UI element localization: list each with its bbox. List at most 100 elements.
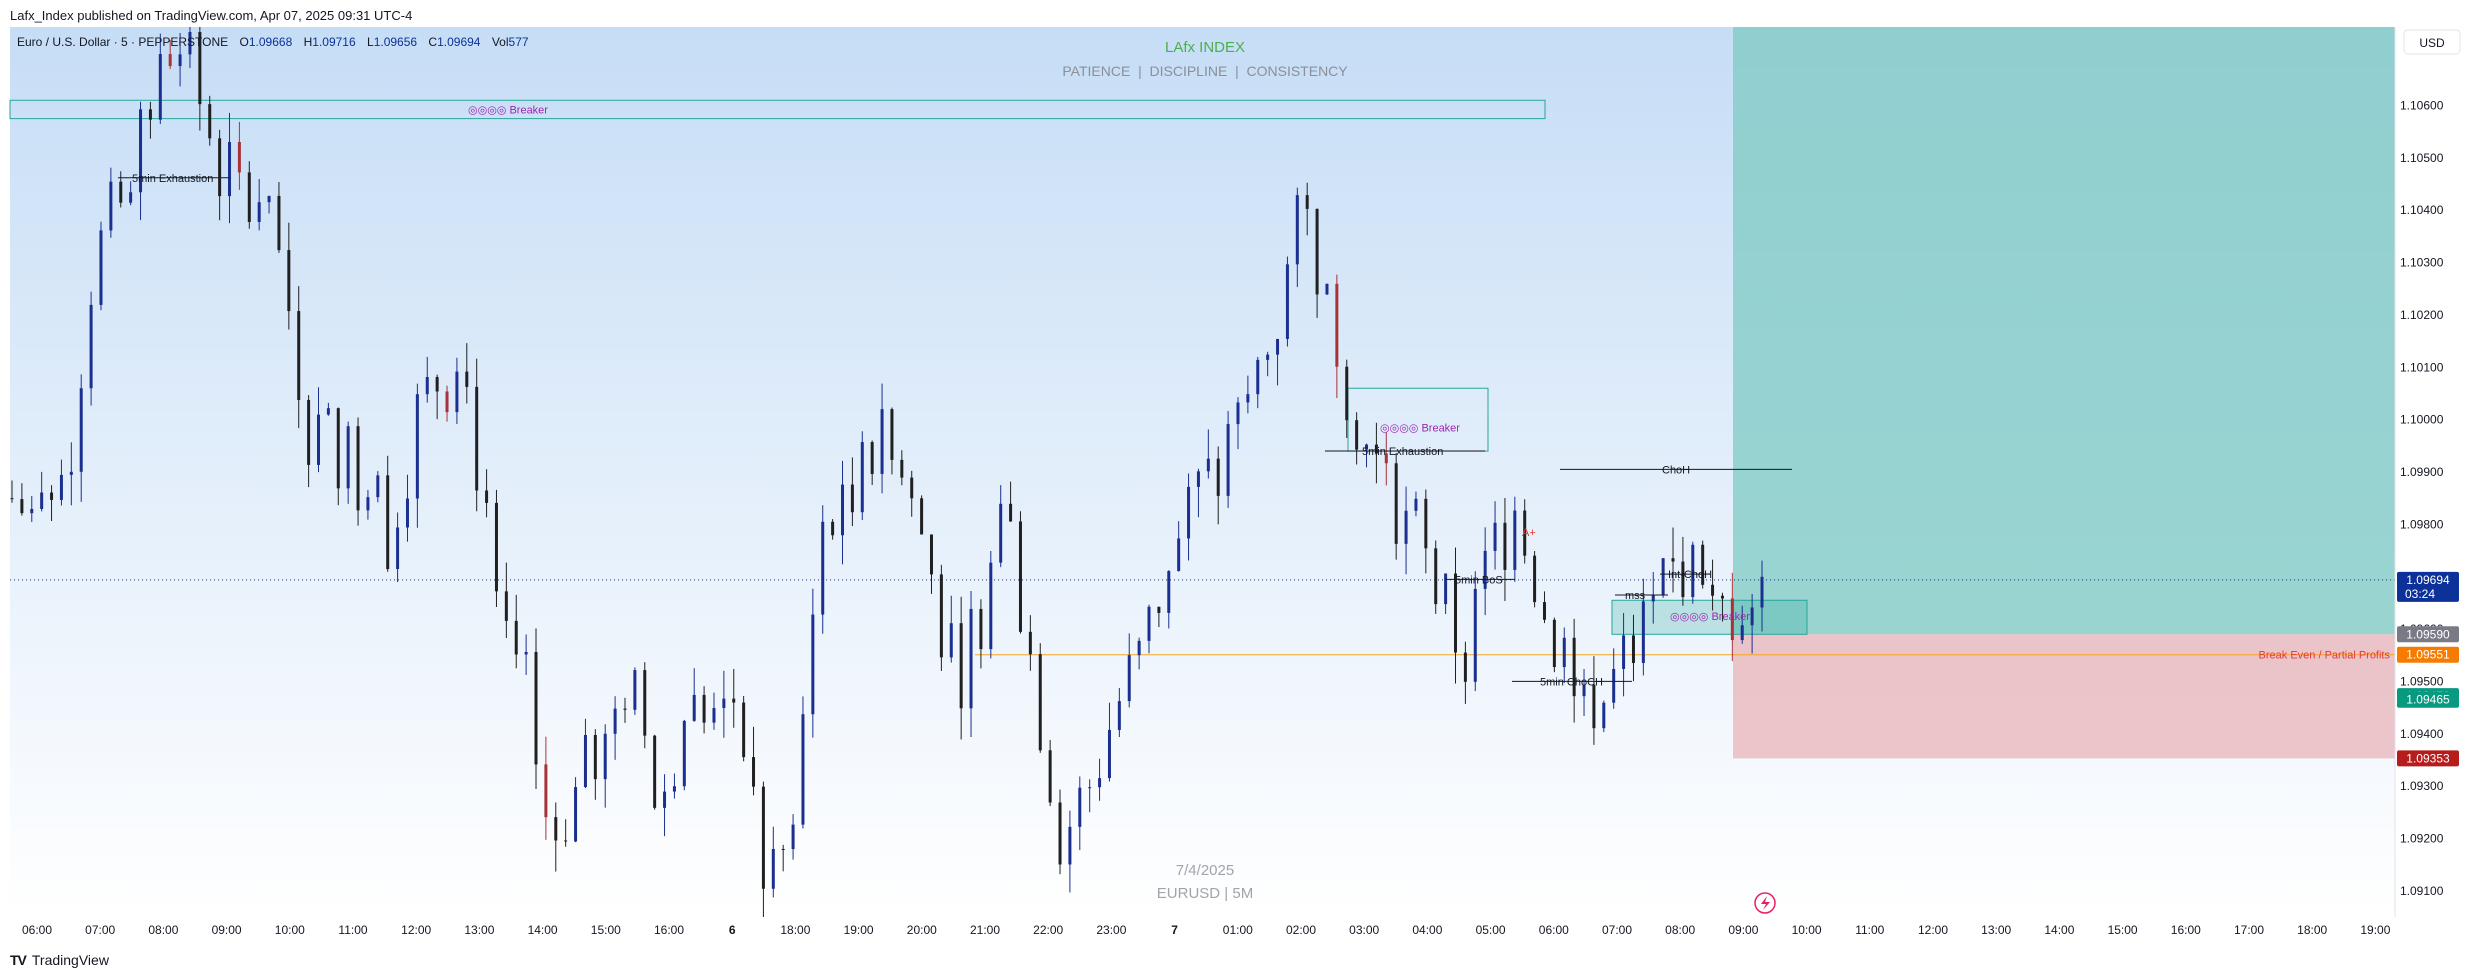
candle-body (1216, 458, 1220, 496)
currency-label: USD (2419, 36, 2445, 50)
time-tick: 11:00 (1855, 923, 1884, 937)
candle-body (732, 698, 736, 703)
candle-body (168, 54, 172, 67)
price-chart[interactable]: ◎◎◎◎ Breaker ◎◎◎◎ Breaker ◎◎◎◎ Breaker 5min… (0, 27, 2475, 946)
time-tick: 18:00 (780, 923, 810, 937)
candle-body (445, 391, 449, 413)
time-tick: 03:00 (1349, 923, 1379, 937)
candle-body (1226, 424, 1230, 496)
price-tick: 1.10200 (2400, 308, 2444, 322)
candle-body (811, 614, 815, 715)
candle-body (534, 651, 538, 765)
candle-body (366, 497, 370, 511)
candle-body (761, 786, 765, 889)
ohlc-volume: 577 (509, 35, 529, 49)
candle-body (1335, 283, 1339, 367)
publisher-line: Lafx_Index published on TradingView.com,… (10, 8, 413, 23)
time-tick: 14:00 (528, 923, 558, 937)
candle-body (336, 408, 340, 489)
candle-body (1276, 338, 1280, 355)
ohlc-open: 1.09668 (249, 35, 293, 49)
candle-body (247, 172, 251, 222)
candle-body (1552, 619, 1556, 668)
candle-body (623, 708, 627, 710)
price-tick: 1.10500 (2400, 151, 2444, 165)
price-tick: 1.10400 (2400, 203, 2444, 217)
candle-body (949, 623, 953, 658)
time-tick: 17:00 (2234, 923, 2264, 937)
candle-body (89, 304, 93, 389)
candle-body (99, 230, 103, 305)
candle-body (455, 371, 459, 413)
candle-body (1206, 458, 1210, 472)
time-tick: 06:00 (1539, 923, 1569, 937)
candle-body (1582, 684, 1586, 697)
time-tick: 15:00 (591, 923, 621, 937)
candle-body (1345, 366, 1349, 421)
candle-body (405, 498, 409, 528)
candle-body (1681, 561, 1685, 598)
time-tick: 12:00 (401, 923, 431, 937)
watermark-date: 7/4/2025 (1176, 862, 1234, 879)
price-tick: 1.09800 (2400, 517, 2444, 531)
candle-body (1730, 598, 1734, 641)
candle-body (1592, 684, 1596, 729)
candle-body (593, 734, 597, 780)
time-axis-background (0, 917, 2475, 946)
candle-body (663, 791, 667, 808)
candle-body (1404, 510, 1408, 544)
candle-body (50, 492, 54, 500)
breaker-label-right: ◎◎◎◎ Breaker (1670, 611, 1750, 623)
candle-body (1444, 573, 1448, 605)
time-tick: 08:00 (148, 923, 178, 937)
ohlc-high: 1.09716 (312, 35, 356, 49)
candle-body (1661, 558, 1665, 595)
candle-body (1305, 195, 1309, 209)
candle-body (1157, 606, 1161, 613)
candle-body (1177, 538, 1181, 572)
candle-body (1137, 640, 1141, 656)
candle-body (257, 202, 261, 222)
candle-body (1107, 729, 1111, 779)
time-tick: 16:00 (654, 923, 684, 937)
candle-body (40, 492, 44, 509)
candle-body (1612, 668, 1616, 703)
candle-body (148, 109, 152, 120)
candle-body (900, 459, 904, 478)
symbol-legend[interactable]: Euro / U.S. Dollar · 5 · PEPPERSTONE O1.… (17, 35, 529, 49)
time-tick: 13:00 (1981, 923, 2011, 937)
candle-body (129, 192, 133, 203)
price-axis-background (2395, 27, 2475, 917)
candle-body (702, 694, 706, 723)
currency-button[interactable]: USD (2403, 29, 2461, 55)
candle-body (633, 670, 637, 710)
ohlc-low: 1.09656 (374, 35, 418, 49)
candle-body (979, 608, 983, 650)
time-axis[interactable]: 06:00 07:00 08:00 09:00 10:00 11:00 12:00 13:00… (0, 917, 2475, 946)
candle-body (939, 574, 943, 658)
candle-body (188, 32, 192, 55)
price-axis[interactable]: 1.10600 1.10500 1.10400 1.10300 1.10200 1.101… (2394, 27, 2475, 917)
candle-body (1355, 420, 1359, 450)
candle-body (1315, 208, 1319, 295)
candle-body (1088, 787, 1092, 789)
candle-body (415, 394, 419, 499)
candle-body (692, 694, 696, 721)
choch-label: 5min ChoCH (1540, 676, 1603, 688)
tradingview-logo[interactable]: TV TradingView (10, 952, 109, 968)
time-tick: 07:00 (1602, 923, 1632, 937)
time-tick: 22:00 (1033, 923, 1063, 937)
candle-body (30, 508, 34, 514)
candle-body (1018, 521, 1022, 632)
candle-body (771, 848, 775, 889)
time-tick: 23:00 (1096, 923, 1126, 937)
candle-body (1414, 498, 1418, 511)
price-tick: 1.09100 (2400, 884, 2444, 898)
time-tick: 05:00 (1476, 923, 1506, 937)
candle-body (475, 386, 479, 491)
time-tick: 08:00 (1665, 923, 1695, 937)
candle-body (1542, 602, 1546, 620)
candle-body (1266, 354, 1270, 360)
replay-icon[interactable] (1754, 892, 1776, 914)
choh-label: ChoH (1662, 464, 1690, 476)
